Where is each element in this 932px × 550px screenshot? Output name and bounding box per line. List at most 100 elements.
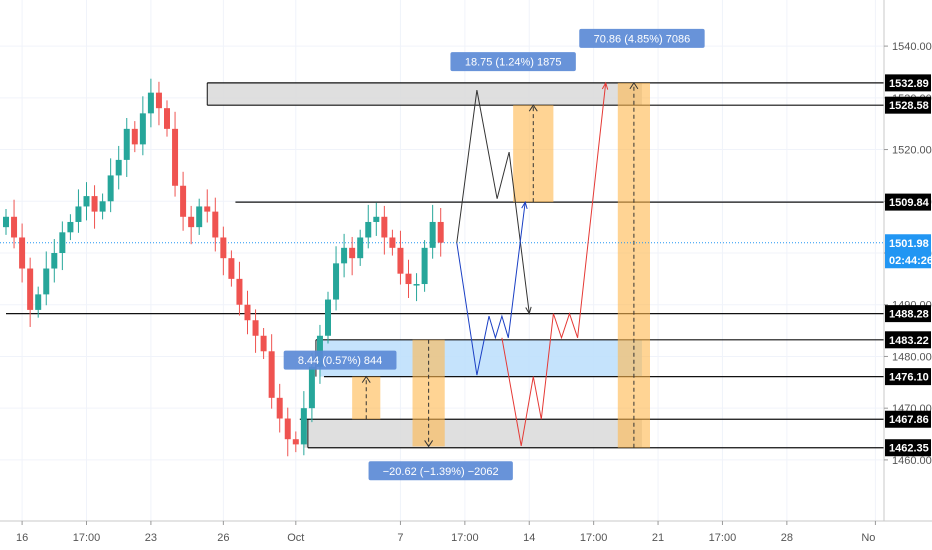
measure-label: 18.75 (1.24%) 1875: [450, 52, 576, 72]
current-price-text: 1501.98: [889, 238, 929, 250]
black-path[interactable]: [456, 90, 530, 314]
candle-body: [268, 351, 275, 398]
blue-path-arrowhead: [521, 200, 528, 209]
time-tick-label: 28: [781, 532, 793, 544]
bar-countdown-text: 02:44:26: [889, 255, 932, 267]
candle-body: [357, 237, 364, 259]
price-tick-label: 1520.00: [892, 145, 932, 157]
candle-body: [35, 294, 42, 310]
price-level-tag-text: 1528.58: [889, 100, 929, 112]
measure-label-text: 18.75 (1.24%) 1875: [465, 57, 562, 69]
measure-arrow-head: [629, 81, 639, 90]
upper-resistance-zone: [207, 82, 642, 106]
candle-body: [252, 320, 259, 336]
measure-label: −20.62 (−1.39%) −2062: [368, 461, 513, 481]
price-level-tag-text: 1462.35: [889, 443, 929, 455]
time-axis-panel: [0, 521, 932, 550]
price-tick-label: 1480.00: [892, 351, 932, 363]
price-level-tag[interactable]: 1462.35: [885, 439, 931, 457]
measure-arrow-head: [528, 104, 538, 112]
price-level-tag-bg: [885, 410, 931, 428]
price-level-tag[interactable]: 1483.22: [885, 331, 931, 349]
candle-body: [325, 299, 331, 336]
price-tick-label: 1460.00: [892, 455, 932, 467]
candle-body: [99, 201, 106, 212]
candle-body: [276, 397, 283, 419]
candle-body: [333, 263, 340, 300]
candle-body: [389, 237, 396, 248]
candle-body: [212, 211, 219, 238]
price-level-tag-bg: [885, 331, 931, 349]
measure-label-bg: [579, 28, 705, 48]
candle-body: [43, 268, 50, 295]
price-level-tag-bg: [885, 193, 931, 211]
red-path-arrowhead: [601, 81, 609, 90]
candle-body: [236, 278, 243, 305]
time-tick-label: 17:00: [709, 532, 737, 544]
candle-body: [51, 253, 58, 269]
candle-body: [180, 185, 187, 217]
price-level-tag[interactable]: 1532.89: [885, 74, 931, 92]
price-level-tag-text: 1509.84: [889, 197, 930, 209]
measure-label-bg: [450, 52, 576, 72]
time-tick-label: 21: [652, 532, 664, 544]
time-tick-label: No: [861, 532, 875, 544]
time-tick-label: 26: [217, 532, 229, 544]
candle-body: [196, 206, 203, 228]
price-level-tag[interactable]: 1488.28: [885, 305, 931, 323]
red-path[interactable]: [501, 82, 607, 446]
candle-body: [341, 247, 348, 264]
candle-body: [397, 247, 404, 274]
price-level-tag-text: 1532.89: [889, 78, 929, 90]
candle-body: [260, 335, 267, 352]
current-price-tag[interactable]: 1501.98 02:44:26: [885, 234, 932, 269]
measure-label-text: 70.86 (4.85%) 7086: [594, 33, 691, 45]
lower-support-zone: [303, 419, 642, 448]
price-level-tag-bg: [885, 368, 931, 386]
price-level-tag[interactable]: 1528.58: [885, 96, 931, 114]
candle-body: [308, 366, 315, 409]
measure-label-text: −20.62 (−1.39%) −2062: [383, 466, 499, 478]
candle-body: [349, 247, 356, 259]
candle-body: [75, 206, 82, 222]
price-level-tag[interactable]: 1476.10: [885, 368, 931, 386]
blue-path[interactable]: [456, 202, 526, 376]
candle-body: [421, 247, 428, 285]
candle-body: [147, 92, 154, 114]
price-axis-panel: [884, 0, 932, 550]
time-tick-label: 16: [16, 532, 28, 544]
price-level-tag[interactable]: 1467.86: [885, 410, 931, 428]
measure-label-text: 8.44 (0.57%) 844: [298, 355, 382, 367]
candle-body: [155, 92, 162, 109]
candle-body: [292, 439, 299, 445]
candle-body: [131, 128, 138, 145]
black-path-arrowhead: [525, 306, 532, 315]
time-tick-label: 17:00: [451, 532, 479, 544]
candle-body: [220, 237, 227, 259]
measure-label-bg: [283, 350, 397, 370]
candle-body: [164, 108, 170, 129]
price-level-tag-bg: [885, 74, 931, 92]
candle-body: [429, 221, 436, 248]
candle-body: [107, 175, 114, 202]
time-tick-label: Oct: [287, 532, 304, 544]
current-price-tag-bg: [885, 234, 931, 269]
measure-arrow-head: [424, 440, 434, 448]
candle-body: [59, 232, 66, 253]
candle-body: [3, 216, 9, 228]
price-tick-label: 1540.00: [892, 41, 932, 53]
time-tick-label: 7: [397, 532, 403, 544]
price-level-tag-bg: [885, 96, 931, 114]
candle-body: [67, 221, 74, 233]
candle-body: [284, 418, 291, 440]
price-level-tag[interactable]: 1509.84: [885, 193, 931, 211]
measure-label: 8.44 (0.57%) 844: [283, 350, 397, 370]
time-tick-label: 23: [145, 532, 157, 544]
candle-body: [188, 216, 195, 228]
candle-body: [405, 273, 412, 285]
measure-label: 70.86 (4.85%) 7086: [579, 28, 705, 48]
price-level-tag-bg: [885, 439, 931, 457]
candle-body: [27, 268, 34, 310]
